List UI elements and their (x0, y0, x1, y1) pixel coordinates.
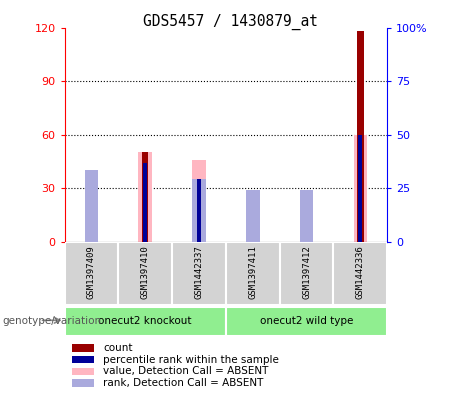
Text: GSM1442337: GSM1442337 (195, 245, 203, 299)
Text: rank, Detection Call = ABSENT: rank, Detection Call = ABSENT (103, 378, 264, 388)
Bar (354, 134, 367, 242)
Text: percentile rank within the sample: percentile rank within the sample (103, 354, 279, 365)
Bar (138, 152, 152, 242)
Bar (172, 242, 226, 305)
Bar (192, 179, 206, 242)
Text: GSM1397410: GSM1397410 (141, 245, 150, 299)
Bar (65, 307, 226, 336)
Bar (72, 367, 94, 375)
Text: onecut2 wild type: onecut2 wild type (260, 316, 353, 326)
Text: GSM1397412: GSM1397412 (302, 245, 311, 299)
Text: GSM1397409: GSM1397409 (87, 245, 96, 299)
Text: count: count (103, 343, 133, 353)
Bar (246, 190, 260, 242)
Bar (357, 31, 364, 242)
Bar (192, 160, 206, 242)
Bar (143, 163, 148, 242)
Bar (72, 356, 94, 363)
Text: genotype/variation: genotype/variation (2, 316, 101, 326)
Bar (197, 179, 201, 242)
Text: value, Detection Call = ABSENT: value, Detection Call = ABSENT (103, 366, 269, 376)
Bar (65, 242, 118, 305)
Bar (85, 170, 98, 242)
Bar (72, 379, 94, 387)
Bar (85, 170, 98, 242)
Bar (300, 197, 313, 242)
Bar (72, 344, 94, 352)
Bar (118, 242, 172, 305)
Bar (142, 152, 148, 242)
Text: GSM1442336: GSM1442336 (356, 245, 365, 299)
Text: onecut2 knockout: onecut2 knockout (99, 316, 192, 326)
Bar (300, 190, 313, 242)
Bar (246, 206, 260, 242)
Bar (333, 242, 387, 305)
Bar (226, 307, 387, 336)
Bar (358, 134, 362, 242)
Text: GSM1397411: GSM1397411 (248, 245, 257, 299)
Bar (226, 242, 280, 305)
Text: GDS5457 / 1430879_at: GDS5457 / 1430879_at (143, 14, 318, 30)
Bar (280, 242, 333, 305)
